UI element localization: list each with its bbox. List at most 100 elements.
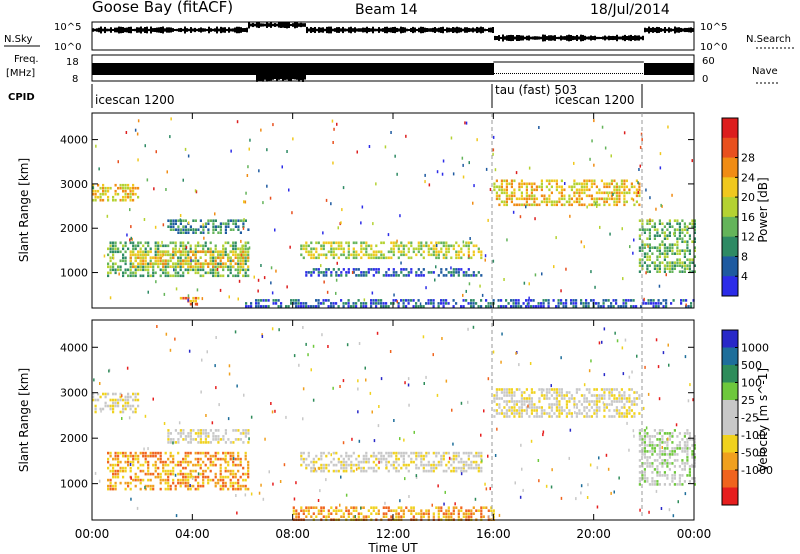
power-noise-cell [192, 228, 195, 232]
power-cell [247, 247, 250, 251]
power-cell [229, 262, 232, 265]
velocity-cell [367, 457, 370, 461]
velocity-noise-cell [618, 476, 620, 480]
power-cell [320, 302, 323, 305]
velocity-noise-cell [589, 463, 592, 467]
velocity-noise-cell [358, 439, 361, 443]
velocity-cell [618, 415, 621, 418]
velocity-noise-cell [174, 473, 177, 477]
power-cell [184, 259, 187, 262]
power-noise-cell [335, 278, 338, 282]
nave-dot [498, 73, 499, 74]
power-noise-cell [673, 232, 675, 236]
velocity-cell [422, 469, 425, 473]
power-cell [520, 182, 523, 186]
velocity-cell [603, 415, 606, 418]
power-cell [540, 200, 543, 204]
velocity-cell [445, 463, 448, 467]
velocity-cell [688, 474, 691, 477]
nave-dot [556, 73, 557, 74]
velocity-cell [397, 512, 400, 515]
power-cell [134, 271, 137, 275]
power-cell [671, 225, 674, 228]
velocity-noise-cell [596, 505, 599, 509]
power-cell [337, 256, 340, 260]
velocity-cell [332, 509, 335, 512]
velocity-noise-cell [250, 492, 253, 496]
power-cell [525, 191, 528, 195]
power-cell [317, 241, 320, 245]
power-cell [147, 271, 150, 275]
power-cell [590, 203, 593, 207]
freq-sample [480, 63, 482, 75]
velocity-noise-cell [248, 437, 250, 441]
power-noise-cell [484, 258, 486, 262]
power-noise-cell [342, 186, 345, 190]
velocity-cell [312, 460, 315, 464]
velocity-cell [676, 453, 679, 456]
velocity-cell [134, 451, 137, 455]
power-cell [310, 250, 313, 254]
velocity-cell [452, 512, 455, 515]
velocity-cell [638, 483, 641, 486]
power-cell [262, 305, 265, 308]
nsky-sample [116, 27, 118, 33]
velocity-cell [239, 484, 242, 488]
power-noise-cell [485, 167, 488, 171]
velocity-cell [315, 469, 318, 473]
velocity-cell [656, 459, 659, 462]
velocity-cell [643, 438, 646, 441]
power-cell [688, 258, 691, 261]
nsky-sample [490, 27, 492, 33]
colorbar-band [722, 236, 738, 257]
velocity-noise-cell [628, 375, 631, 379]
power-cell [285, 305, 288, 308]
power-cell [157, 259, 160, 262]
velocity-cell [139, 469, 142, 473]
nsky-sample [430, 28, 432, 32]
nsky-sample [650, 27, 652, 33]
power-cell [352, 268, 355, 271]
velocity-cell [327, 509, 330, 512]
power-cell [530, 191, 533, 195]
power-cell [382, 256, 385, 260]
power-cell [102, 192, 105, 196]
power-noise-cell [528, 166, 531, 170]
power-cell [432, 271, 435, 274]
velocity-cell [510, 400, 513, 403]
velocity-noise-cell [408, 403, 410, 407]
velocity-cell [129, 487, 132, 491]
nsky-sample [510, 34, 512, 42]
velocity-cell [530, 397, 533, 400]
velocity-cell [214, 481, 217, 485]
velocity-cell [375, 512, 378, 515]
nsky-sample [302, 23, 304, 27]
power-cell [187, 268, 190, 272]
power-cell [362, 271, 365, 274]
power-cell [642, 302, 645, 305]
nsky-sample [634, 35, 636, 41]
power-cell [500, 299, 503, 302]
power-cell [144, 241, 147, 245]
power-cell [360, 271, 363, 274]
freq-sample [182, 63, 184, 75]
power-cell [635, 200, 638, 204]
power-cell [475, 244, 478, 248]
velocity-cell [104, 395, 107, 399]
power-noise-cell [372, 222, 374, 226]
power-cell [638, 203, 641, 207]
velocity-cell [646, 480, 649, 483]
nsky-sample [190, 27, 192, 33]
power-cell [197, 241, 200, 245]
velocity-cell [663, 471, 666, 474]
power-cell [380, 299, 383, 302]
velocity-noise-cell [614, 331, 616, 335]
velocity-cell [127, 395, 130, 399]
power-cell [234, 241, 237, 245]
velocity-noise-cell [647, 392, 650, 396]
power-cell [690, 305, 693, 308]
power-cell [164, 271, 167, 275]
power-cell [686, 267, 689, 270]
velocity-cell [380, 460, 383, 464]
velocity-cell [618, 394, 621, 397]
